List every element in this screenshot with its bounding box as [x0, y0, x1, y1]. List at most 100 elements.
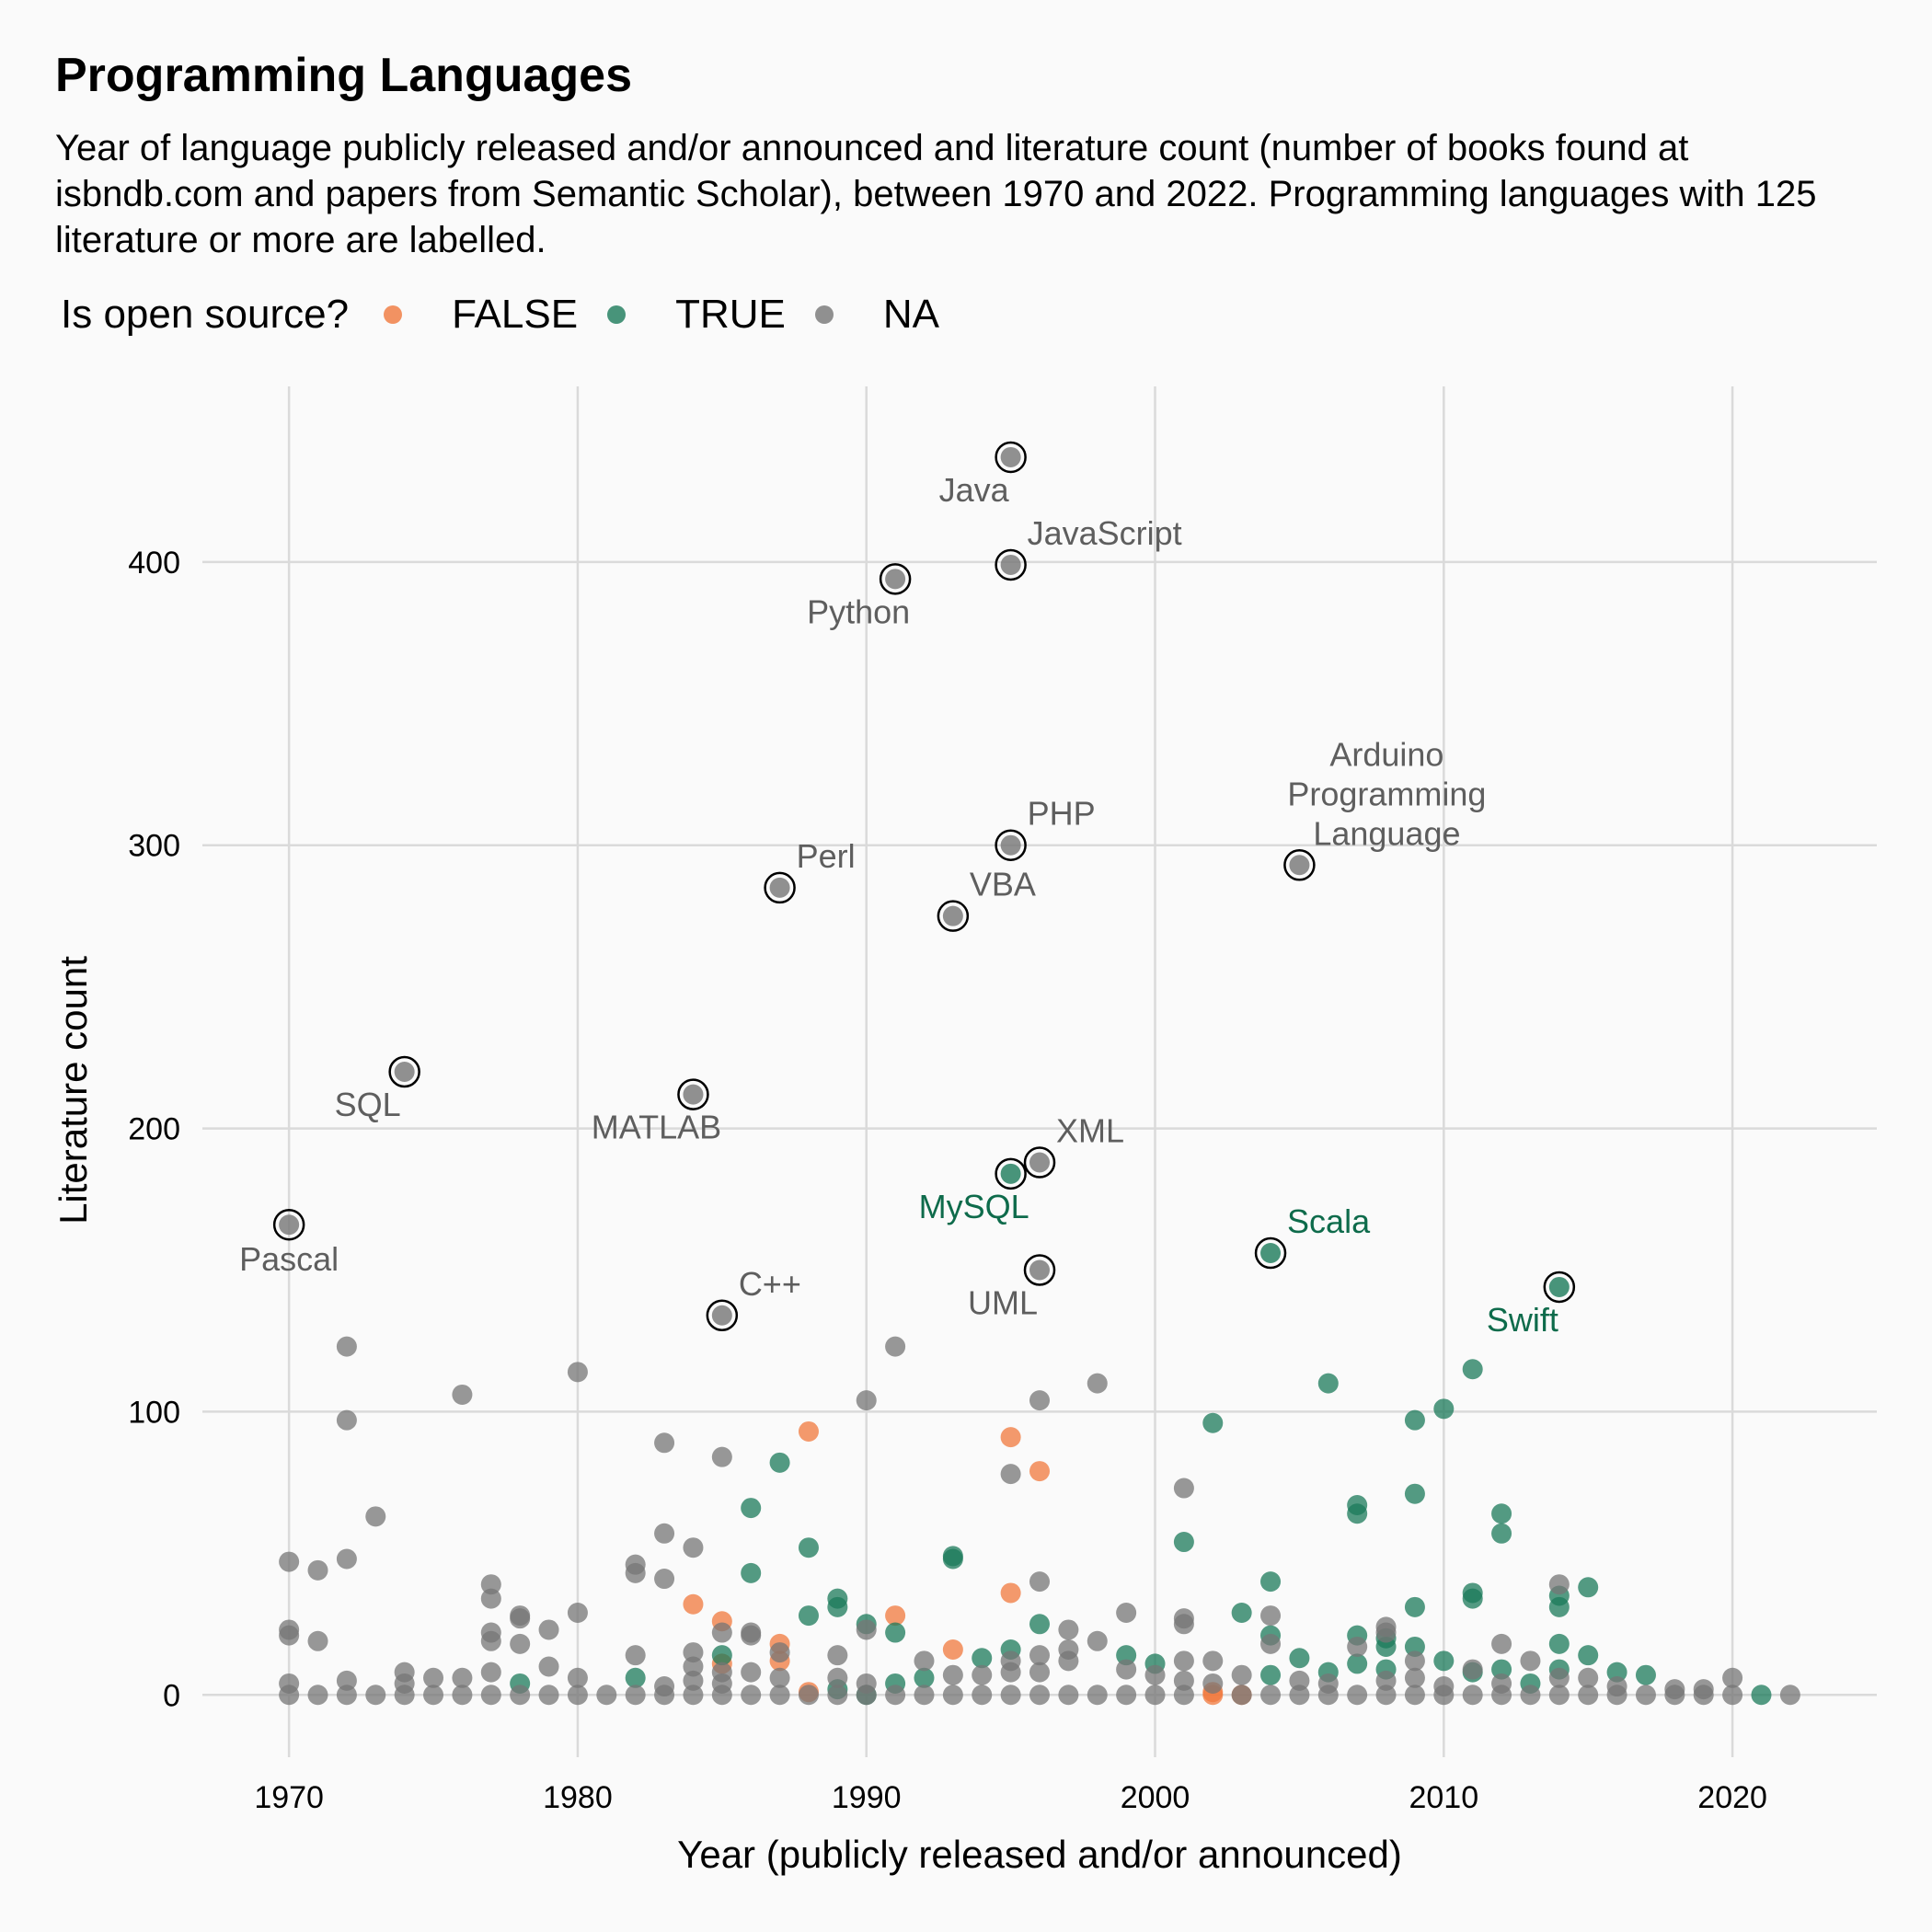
point-na — [1548, 1685, 1570, 1706]
point-na — [1173, 1478, 1194, 1499]
point-true — [1462, 1588, 1483, 1609]
point-na — [1375, 1622, 1397, 1643]
point-label: Pascal — [239, 1240, 339, 1278]
axes: 1970 1980 1990 2000 2010 2020 0 100 200 300 400 Yea… — [52, 546, 1767, 1876]
point-na — [1000, 1685, 1021, 1706]
point-na — [683, 1537, 704, 1558]
point-na — [1404, 1685, 1425, 1706]
y-axis-title: Literature count — [52, 956, 95, 1225]
highlight-ring — [1023, 1146, 1056, 1179]
y-tick-label: 400 — [128, 546, 180, 581]
point-true — [1578, 1577, 1599, 1598]
point-na — [1029, 1390, 1050, 1411]
highlight-ring — [879, 563, 912, 595]
point-na — [480, 1630, 501, 1651]
point-true — [942, 1548, 963, 1570]
point-label: JavaScript — [1028, 514, 1182, 552]
point-true — [1751, 1685, 1772, 1706]
legend-title: Is open source? — [61, 292, 350, 337]
point-true — [1347, 1503, 1368, 1524]
point-na — [1347, 1685, 1368, 1706]
x-tick-label: 1970 — [254, 1780, 324, 1815]
point-na — [567, 1362, 588, 1383]
legend-item-false: FALSE — [384, 292, 578, 338]
point-na — [1058, 1619, 1079, 1640]
point-true — [1491, 1503, 1512, 1524]
point-na — [1116, 1659, 1137, 1680]
point-label: MySQL — [919, 1188, 1029, 1225]
point-na — [336, 1409, 357, 1431]
point-true — [1433, 1398, 1455, 1420]
point-true — [1606, 1662, 1627, 1683]
point-true — [972, 1648, 993, 1669]
legend-key-false — [384, 305, 403, 324]
labelled-point — [1289, 855, 1310, 876]
point-false — [1029, 1461, 1050, 1482]
point-na — [1260, 1685, 1282, 1706]
point-true — [1347, 1653, 1368, 1674]
point-na — [1779, 1685, 1800, 1706]
highlight-ring — [995, 829, 1027, 861]
point-na — [1548, 1574, 1570, 1595]
point-na — [1635, 1685, 1656, 1706]
labelled-point — [1029, 1259, 1050, 1281]
point-true — [1029, 1614, 1050, 1635]
point-na — [711, 1685, 732, 1706]
point-na — [683, 1656, 704, 1677]
point-true — [1491, 1523, 1512, 1544]
point-na — [1202, 1673, 1224, 1694]
labelled-point — [942, 905, 963, 926]
point-na — [654, 1569, 675, 1590]
point-na — [1375, 1685, 1397, 1706]
point-false — [683, 1593, 704, 1615]
point-na — [1520, 1685, 1541, 1706]
point-na — [1202, 1650, 1224, 1672]
point-na — [452, 1667, 473, 1688]
point-na — [1548, 1667, 1570, 1688]
point-na — [1029, 1645, 1050, 1666]
point-na — [1116, 1685, 1137, 1706]
x-axis-title: Year (publicly released and/or announced… — [677, 1833, 1402, 1876]
point-na — [1260, 1605, 1282, 1627]
point-na — [885, 1685, 906, 1706]
y-tick-label: 100 — [128, 1395, 180, 1430]
point-na — [942, 1685, 963, 1706]
point-na — [1722, 1667, 1743, 1688]
point-true — [1404, 1409, 1425, 1431]
point-true — [625, 1667, 646, 1688]
point-na — [1520, 1650, 1541, 1672]
point-na — [914, 1650, 935, 1672]
point-na — [1578, 1685, 1599, 1706]
point-true — [1289, 1648, 1310, 1669]
point-label: MATLAB — [592, 1109, 721, 1146]
y-tick-label: 200 — [128, 1112, 180, 1147]
point-true — [1404, 1596, 1425, 1617]
point-na — [625, 1685, 646, 1706]
point-true — [827, 1596, 848, 1617]
labelled-point — [1029, 1152, 1050, 1173]
point-na — [365, 1685, 386, 1706]
point-label: VBA — [970, 866, 1036, 903]
point-na — [1433, 1685, 1455, 1706]
point-true — [1462, 1359, 1483, 1380]
point-na — [1317, 1685, 1339, 1706]
point-label: Scala — [1287, 1202, 1371, 1240]
point-na — [1491, 1633, 1512, 1654]
point-true — [1375, 1636, 1397, 1657]
point-na — [510, 1633, 531, 1654]
point-na — [1144, 1685, 1166, 1706]
point-na — [596, 1685, 617, 1706]
point-na — [279, 1625, 300, 1646]
point-na — [1462, 1685, 1483, 1706]
point-na — [480, 1588, 501, 1609]
point-na — [452, 1685, 473, 1706]
point-na — [1375, 1670, 1397, 1691]
point-na — [1058, 1650, 1079, 1672]
grid-lines — [202, 386, 1877, 1757]
highlight-rings — [272, 441, 1576, 1332]
point-na — [1173, 1685, 1194, 1706]
point-true — [1116, 1645, 1137, 1666]
point-true — [1491, 1659, 1512, 1680]
labelled-point — [1000, 834, 1021, 856]
legend-key-true — [607, 305, 627, 324]
